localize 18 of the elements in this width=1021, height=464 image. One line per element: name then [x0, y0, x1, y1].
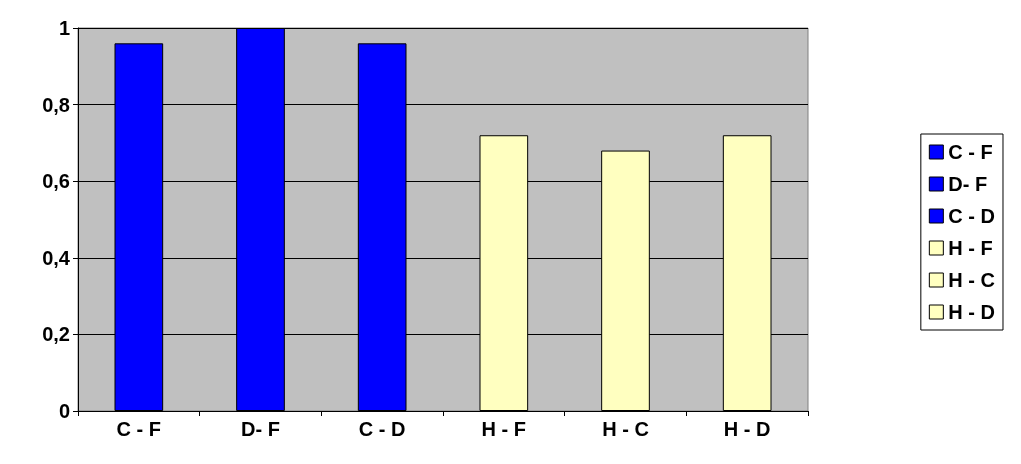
legend-label: C - F: [948, 141, 993, 163]
legend-label: D- F: [948, 173, 988, 195]
y-tick-label: 0: [58, 400, 70, 422]
y-tick-label: 0,2: [42, 323, 70, 346]
legend-label: H - D: [948, 301, 996, 323]
y-tick-label: 1: [58, 17, 70, 39]
x-tick-label: C - F: [116, 418, 162, 440]
x-tick-label: H - C: [602, 418, 649, 440]
x-tick-label: C - D: [358, 418, 406, 440]
y-tick-label: 0,8: [42, 93, 70, 116]
legend-label: H - C: [948, 269, 996, 291]
legend-label: C - D: [948, 205, 996, 227]
x-tick-label: H - D: [723, 418, 771, 440]
y-tick-label: 0,6: [42, 170, 70, 193]
x-tick-label: H - F: [481, 418, 527, 440]
x-tick-label: D- F: [241, 418, 280, 440]
legend-label: H - F: [948, 237, 993, 259]
y-tick-label: 0,4: [42, 246, 71, 269]
